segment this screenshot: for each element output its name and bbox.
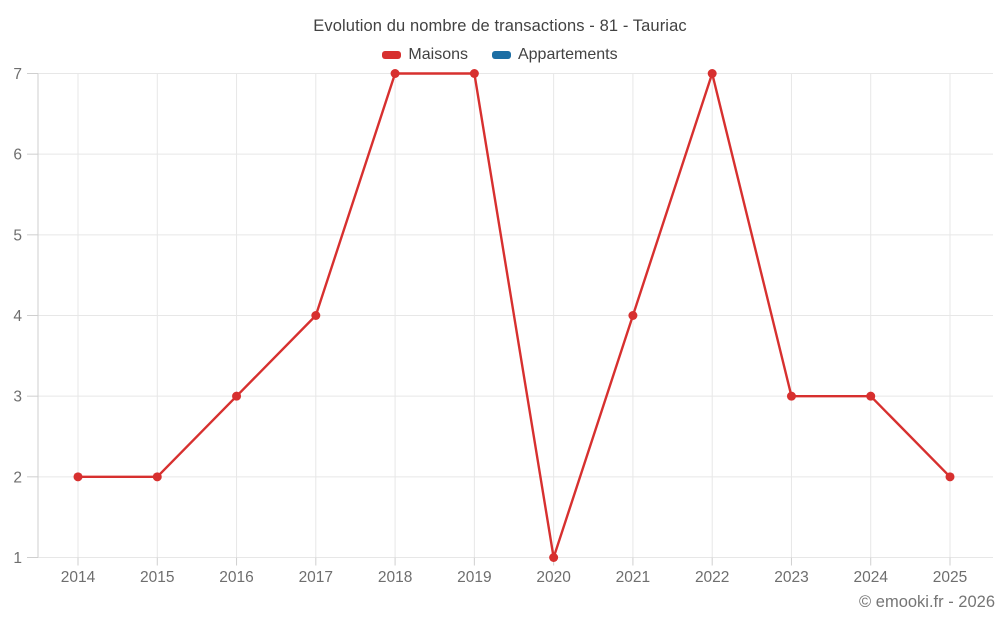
data-point-2023[interactable] — [786, 391, 796, 401]
svg-text:1: 1 — [13, 550, 22, 567]
svg-text:2017: 2017 — [299, 569, 333, 586]
svg-text:2019: 2019 — [457, 569, 491, 586]
svg-text:2020: 2020 — [536, 569, 571, 586]
data-point-2022[interactable] — [707, 69, 717, 78]
svg-text:4: 4 — [13, 308, 22, 325]
legend-swatch — [382, 51, 402, 59]
svg-text:2023: 2023 — [774, 569, 808, 586]
data-point-2015[interactable] — [152, 472, 162, 482]
data-point-2025[interactable] — [945, 472, 955, 482]
x-axis-labels: 2014 2015 2016 2017 2018 2019 2020 2021 2022 2023… — [61, 569, 967, 586]
chart-title: Evolution du nombre de transactions - 81… — [313, 17, 687, 35]
legend-item-appartements[interactable]: Appartements — [491, 46, 618, 64]
series-line-maisons — [76, 72, 952, 559]
y-axis — [27, 73, 39, 558]
svg-text:2015: 2015 — [140, 569, 174, 586]
copyright-footer: © emooki.fr - 2026 — [859, 593, 995, 611]
data-point-2019[interactable] — [469, 69, 479, 78]
legend-label: Appartements — [517, 46, 618, 63]
y-gridlines — [38, 73, 993, 558]
svg-text:5: 5 — [13, 227, 22, 244]
svg-text:2021: 2021 — [616, 569, 650, 586]
data-point-2024[interactable] — [866, 391, 876, 401]
svg-text:2024: 2024 — [853, 569, 888, 586]
y-axis-labels: 1 2 3 4 5 6 7 — [13, 66, 22, 567]
svg-text:3: 3 — [13, 389, 22, 406]
svg-text:2022: 2022 — [695, 569, 729, 586]
svg-text:2025: 2025 — [933, 569, 967, 586]
data-point-2014[interactable] — [73, 472, 83, 482]
svg-text:2014: 2014 — [61, 569, 96, 586]
svg-text:2016: 2016 — [219, 569, 253, 586]
svg-text:7: 7 — [13, 66, 22, 83]
data-point-2018[interactable] — [390, 69, 400, 78]
series-maisons — [73, 69, 955, 562]
chart-legend: Maisons Appartements — [0, 46, 1000, 64]
svg-text:6: 6 — [13, 147, 22, 164]
data-point-2020[interactable] — [549, 553, 559, 562]
svg-text:2018: 2018 — [378, 569, 412, 586]
legend-label: Maisons — [408, 46, 468, 63]
data-point-2016[interactable] — [232, 391, 242, 401]
data-point-2021[interactable] — [628, 311, 638, 320]
legend-item-maisons[interactable]: Maisons — [382, 46, 468, 64]
data-point-2017[interactable] — [311, 311, 321, 320]
svg-text:2: 2 — [13, 469, 22, 486]
legend-swatch — [491, 51, 511, 59]
